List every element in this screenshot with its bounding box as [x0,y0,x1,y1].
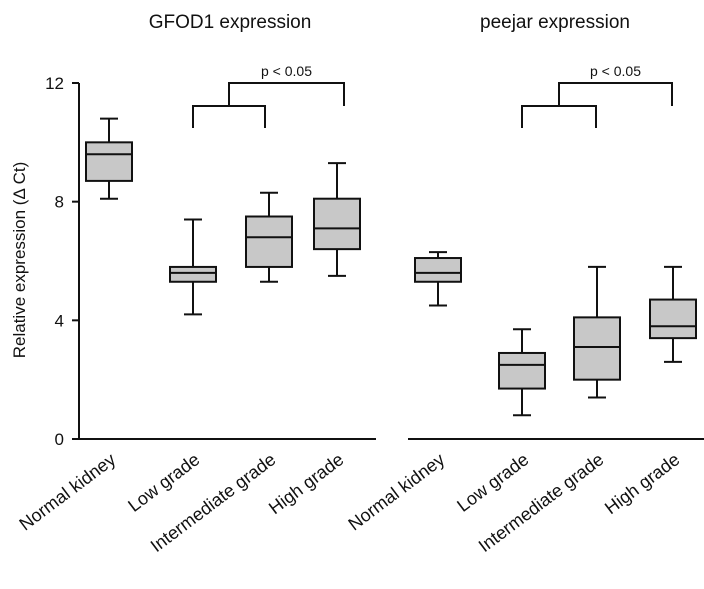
y-ticks: 0 4 8 12 [45,74,79,449]
box-1-2 [169,218,217,316]
box-1-4 [313,162,361,277]
category-label: High grade [265,449,347,518]
box-iqr [414,257,462,283]
y-tick-label: 8 [55,193,64,212]
category-label: Intermediate grade [147,449,280,556]
y-axis-label: Relative expression (Δ Ct) [10,162,29,359]
panel-title-peejar: peejar expression [480,12,630,33]
y-tick-label: 0 [55,430,64,449]
box-series [85,117,697,417]
category-label: Normal kidney [15,449,119,534]
significance-label: p < 0.05 [590,63,641,79]
box-1-1 [85,117,133,200]
box-iqr [245,215,293,268]
box-iqr [169,265,217,283]
box-1-3 [245,191,293,283]
box-iqr [649,298,697,340]
y-tick-label: 4 [55,311,64,330]
y-tick-label: 12 [45,74,64,93]
bracket-line [521,82,673,128]
panel-title-gfod1: GFOD1 expression [149,12,312,33]
box-iqr [498,351,546,390]
significance-label: p < 0.05 [261,63,312,79]
box-iqr [313,197,361,251]
category-label: Intermediate grade [475,449,608,556]
box-2-2 [498,328,546,417]
significance-bracket-1: p < 0.05 [192,63,345,128]
box-2-1 [414,251,462,307]
bracket-line [192,82,345,128]
category-label: Normal kidney [344,449,448,534]
category-label: High grade [601,449,683,518]
box-2-4 [649,265,697,363]
significance-brackets: p < 0.05 p < 0.05 [192,63,673,128]
box-iqr [573,316,621,381]
box-2-3 [573,265,621,399]
box-iqr [85,141,133,182]
significance-bracket-2: p < 0.05 [521,63,673,128]
